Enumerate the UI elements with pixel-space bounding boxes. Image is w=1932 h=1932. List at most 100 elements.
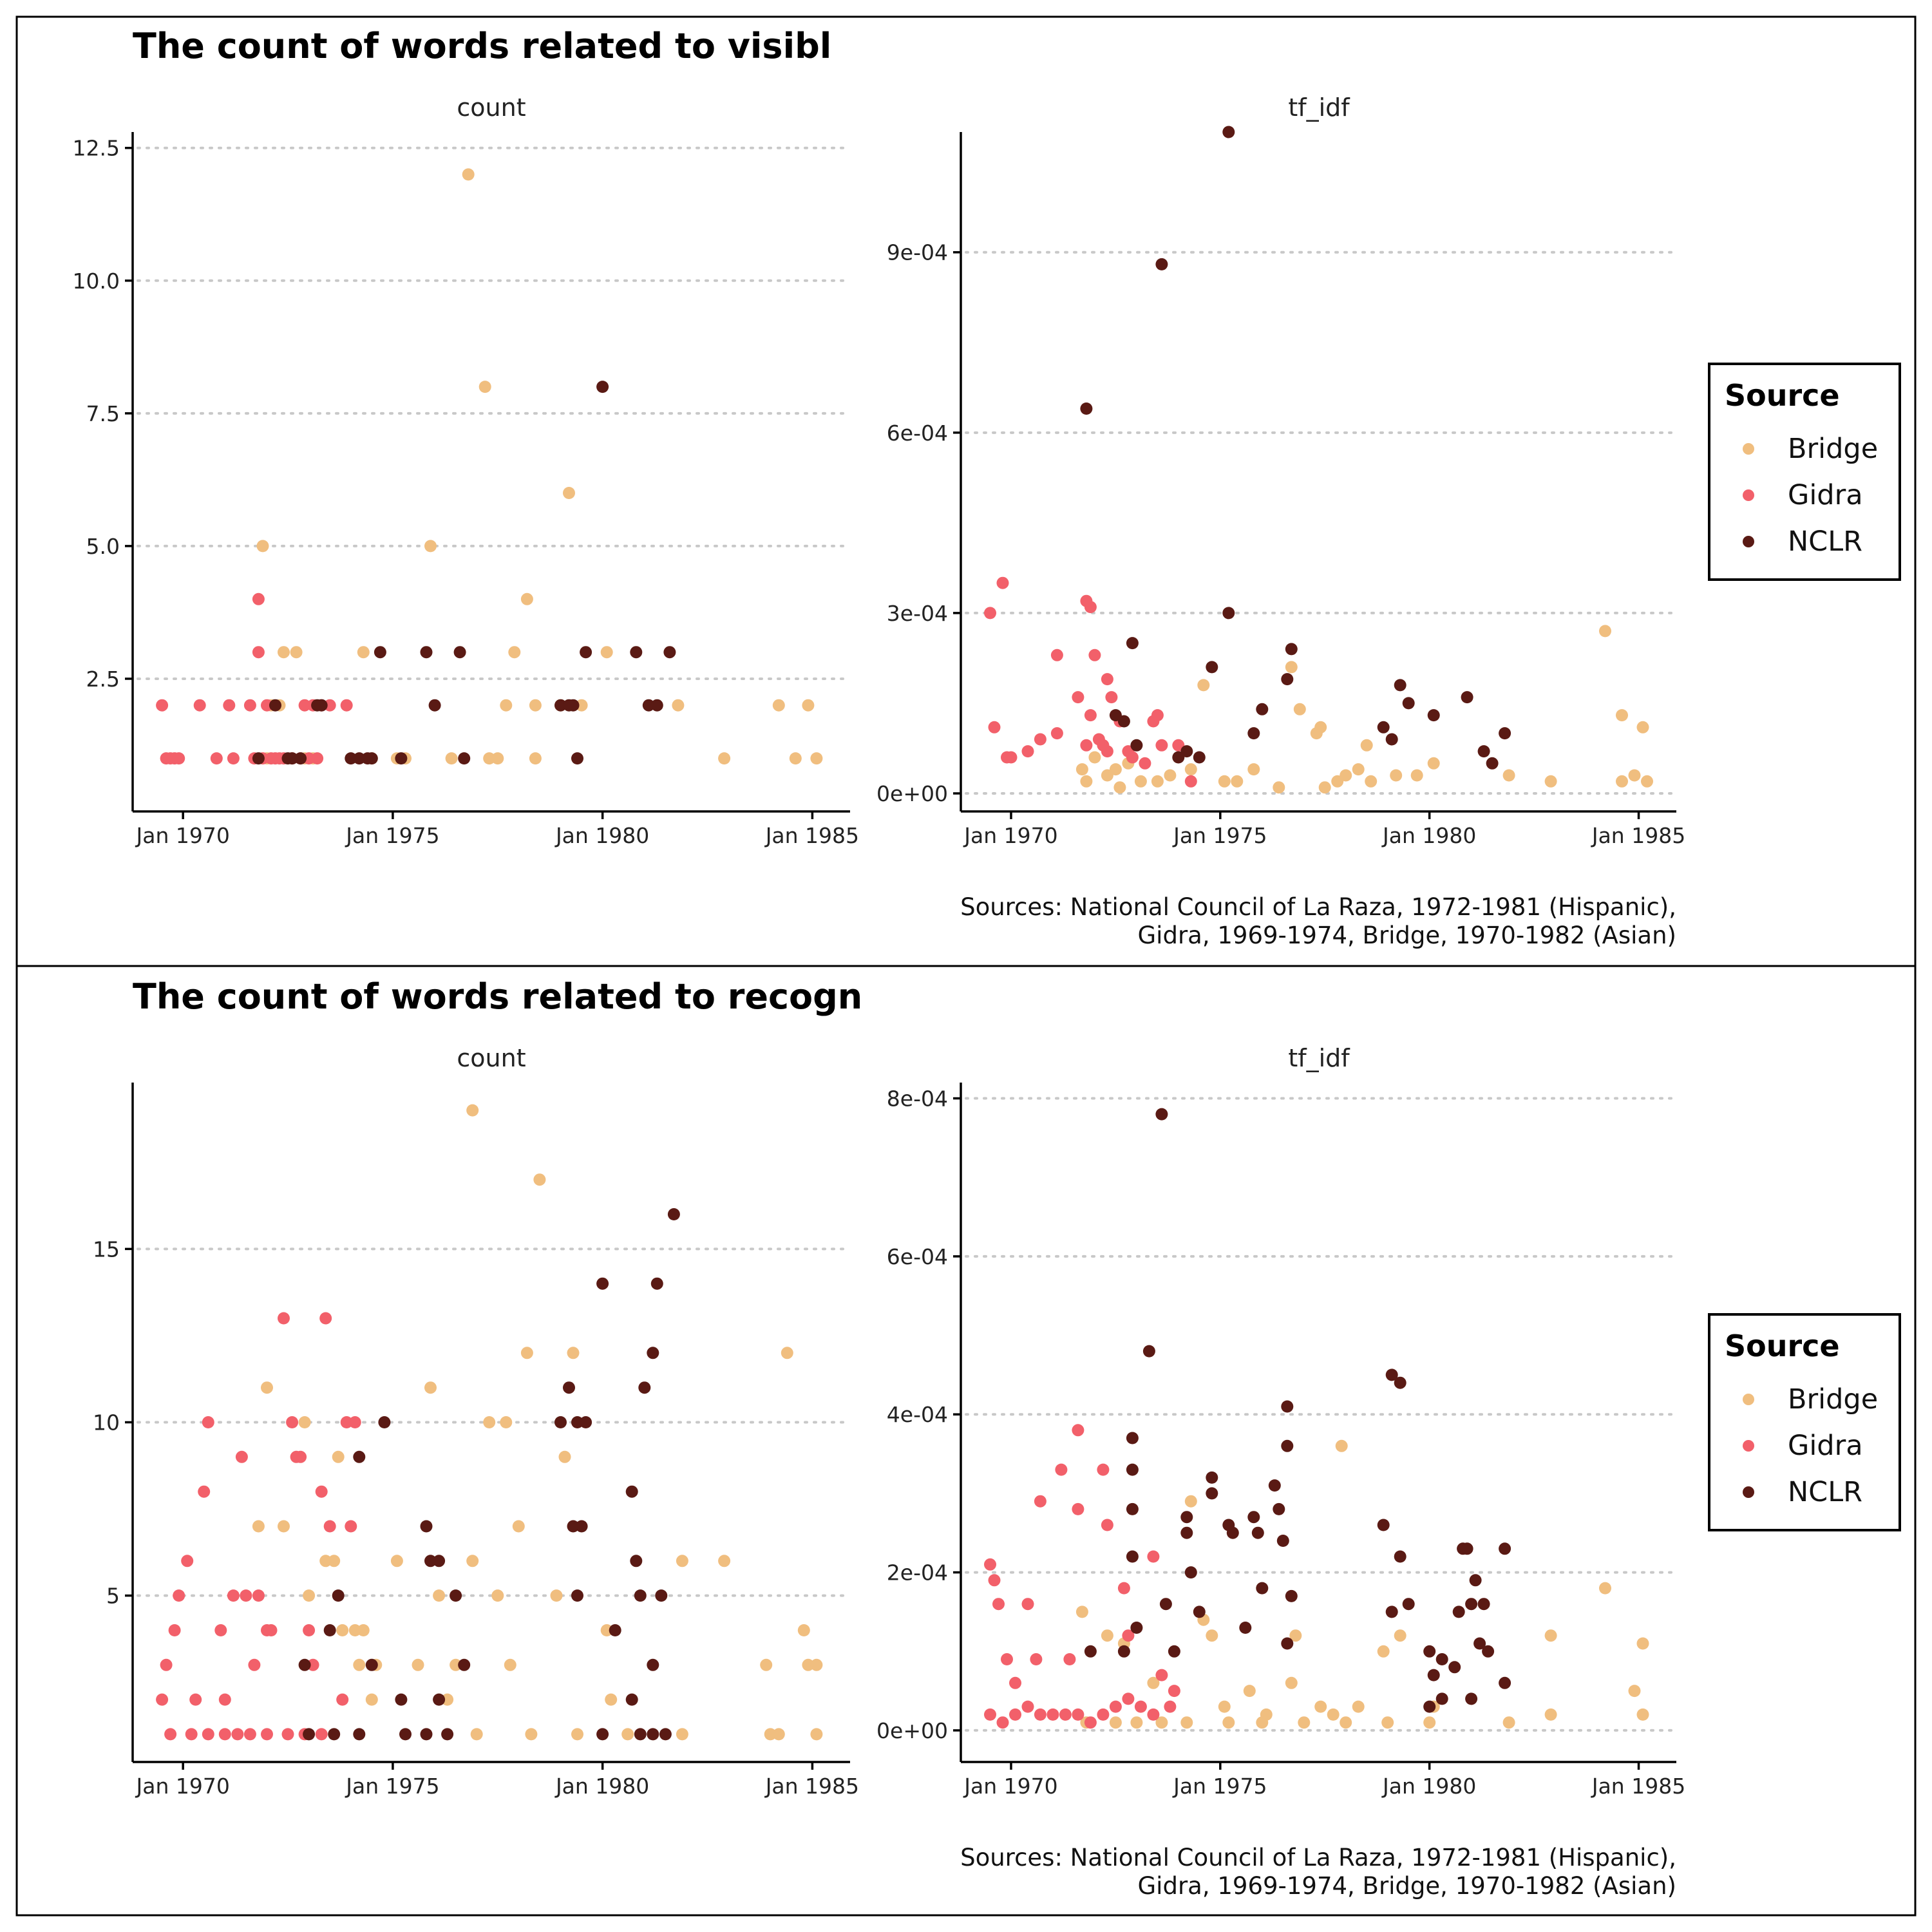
data-point-nclr [1084,1645,1097,1658]
data-point-gidra [243,1728,256,1741]
data-point-bridge [1616,775,1628,788]
facet-label-p2-count: count [457,1044,526,1072]
y-tick-label: 2e-04 [887,1560,948,1586]
data-point-nclr [1473,1637,1486,1650]
data-point-bridge [466,1104,479,1117]
caption-line-1: Sources: National Council of La Raza, 19… [960,1844,1676,1871]
data-point-nclr [1256,1582,1269,1595]
data-point-nclr [1499,1676,1511,1689]
data-point-gidra [1117,1582,1130,1595]
data-point-bridge [478,381,491,393]
data-point-nclr [1180,1526,1193,1539]
data-point-bridge [1314,1700,1327,1713]
data-point-gidra [202,1416,214,1428]
data-point-nclr [1377,721,1390,734]
x-tick-label: Jan 1985 [764,1774,859,1799]
data-point-nclr [1482,1645,1495,1658]
data-point-nclr [1394,1550,1406,1563]
data-point-nclr [1159,1598,1172,1611]
data-point-bridge [1164,769,1177,782]
data-point-bridge [365,1693,378,1706]
data-point-bridge [575,699,588,712]
data-point-nclr [1184,1566,1197,1579]
data-point-gidra [252,646,265,659]
data-point-nclr [365,752,378,765]
data-point-nclr [303,1728,316,1741]
data-point-gidra [315,1728,328,1741]
data-point-bridge [1075,763,1088,776]
data-point-gidra [252,1589,265,1602]
data-point-bridge [760,1658,773,1671]
data-point-gidra [303,752,316,765]
data-point-bridge [550,1589,563,1602]
y-tick-label: 8e-04 [887,1086,948,1112]
data-point-nclr [353,1728,366,1741]
data-point-gidra [227,752,240,765]
data-point-nclr [667,1208,680,1220]
data-point-gidra [1021,1700,1034,1713]
data-point-gidra [286,1416,299,1428]
legend-p2: Source Bridge Gidra NCLR [1708,1313,1901,1531]
data-point-bridge [412,1658,424,1671]
data-point-nclr [1448,1661,1461,1674]
data-point-nclr [450,1589,462,1602]
data-point-gidra [303,1624,316,1636]
data-point-gidra [252,592,265,605]
data-point-gidra [345,1520,357,1533]
caption-line-2: Gidra, 1969-1974, Bridge, 1970-1982 (Asi… [1138,1872,1676,1900]
data-point-bridge [470,1728,483,1741]
data-point-nclr [365,1658,378,1671]
legend-title: Source [1725,378,1840,413]
data-point-nclr [1402,697,1415,710]
data-point-nclr [1461,1542,1473,1555]
legend-box [1708,363,1901,581]
data-point-gidra [193,699,206,712]
data-point-gidra [202,1728,214,1741]
data-point-bridge [1231,775,1244,788]
data-point-nclr [294,752,307,765]
panel-2-title: The count of words related to recogn [133,976,862,1017]
data-point-gidra [1009,1708,1021,1721]
data-point-gidra [240,1589,252,1602]
data-point-gidra [1055,1463,1068,1476]
facet-label-p1-tfidf: tf_idf [1288,93,1350,122]
legend-label-gidra: Gidra [1788,1430,1863,1462]
data-point-bridge [525,1728,538,1741]
data-point-nclr [1435,1653,1448,1665]
x-tick-label: Jan 1970 [963,1774,1057,1799]
data-point-bridge [252,1520,265,1533]
data-point-bridge [1318,781,1331,794]
panel-1-title: The count of words related to visibl [133,26,831,66]
data-point-nclr [1180,745,1193,758]
data-point-gidra [1084,1716,1097,1729]
data-point-nclr [353,752,366,765]
y-tick-label: 15 [93,1236,120,1262]
data-point-nclr [1465,1598,1478,1611]
data-point-nclr [642,699,655,712]
data-point-bridge [353,1658,366,1671]
data-point-nclr [1126,1463,1139,1476]
data-point-bridge [1147,1676,1160,1689]
data-point-gidra [1021,1598,1034,1611]
data-point-gidra [156,1693,169,1706]
data-point-nclr [1477,745,1490,758]
data-point-bridge [319,1555,332,1567]
data-point-nclr [1180,1511,1193,1524]
data-point-bridge [1327,1708,1340,1721]
data-point-gidra [1126,751,1139,764]
data-point-gidra [996,1716,1009,1729]
data-point-gidra [1109,1700,1122,1713]
legend-swatch-bridge [1743,1394,1754,1405]
data-point-bridge [529,699,542,712]
y-tick-label: 7.5 [86,401,120,426]
y-tick-label: 3e-04 [887,601,948,626]
data-point-nclr [647,1728,659,1741]
data-point-bridge [1218,775,1231,788]
data-point-bridge [1544,1629,1557,1642]
data-point-bridge [1109,1716,1122,1729]
data-point-bridge [504,1658,516,1671]
data-point-nclr [1268,1479,1281,1492]
plot-p2-tfidf: 0e+00 2e-04 4e-04 6e-04 8e-04 Jan 1970 Jan 197… [876,1083,1685,1799]
data-point-nclr [596,1277,609,1290]
y-tick-label: 6e-04 [887,1244,948,1269]
